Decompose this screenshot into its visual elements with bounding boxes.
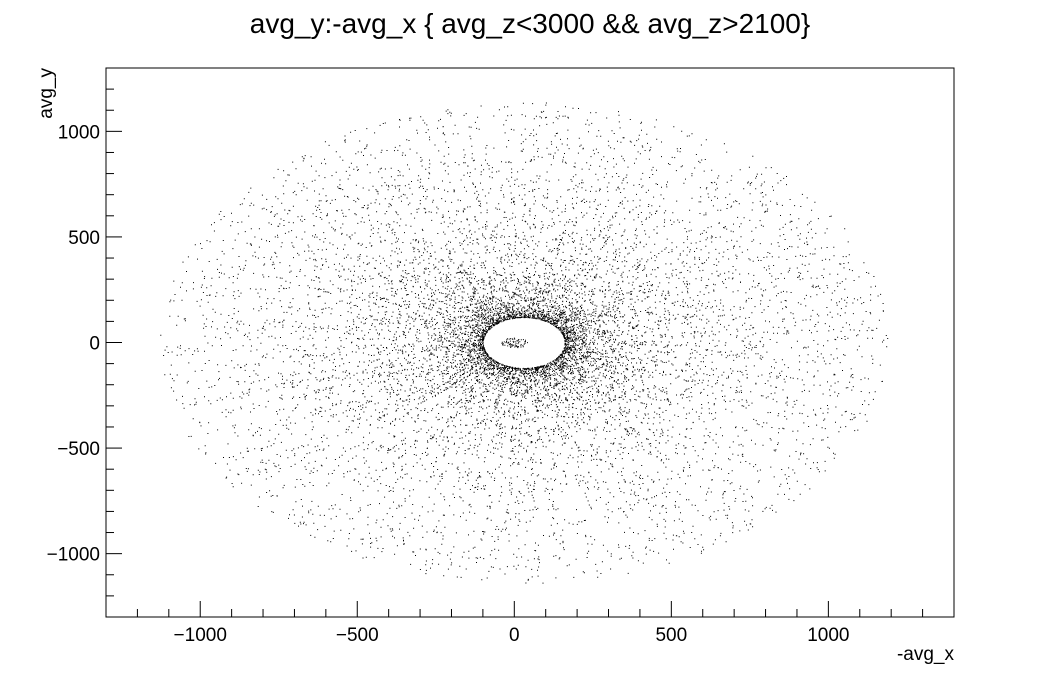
x-tick-label: −1000	[174, 625, 227, 646]
y-tick-label: −1000	[47, 545, 100, 566]
x-tick-label: 500	[655, 625, 687, 646]
x-axis-title: -avg_x	[897, 644, 955, 665]
y-axis-title: avg_y	[36, 68, 57, 119]
x-tick-label: 1000	[807, 625, 849, 646]
y-tick-label: 0	[89, 334, 100, 355]
x-tick-label: 0	[509, 625, 520, 646]
y-tick-label: 1000	[58, 122, 100, 143]
y-tick-label: −500	[57, 439, 100, 460]
axes: −1000 −500 0 500 1000 −1000 −500 0 500 1000	[47, 67, 955, 646]
chart-title: avg_y:-avg_x { avg_z<3000 && avg_z>2100}	[250, 8, 810, 39]
y-tick-label: 500	[68, 228, 100, 249]
x-tick-label: −500	[336, 625, 379, 646]
